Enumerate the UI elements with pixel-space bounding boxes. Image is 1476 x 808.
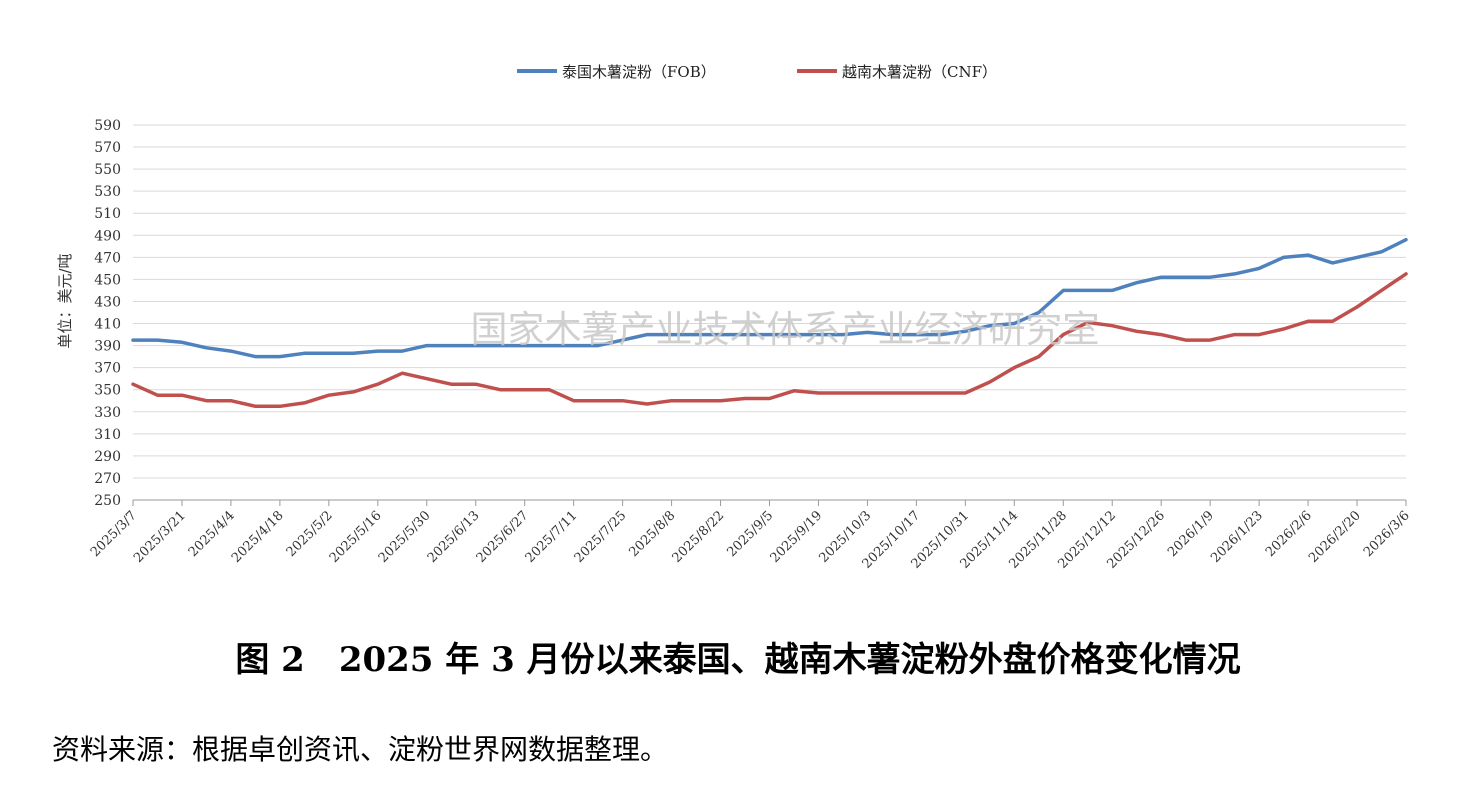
price-line-chart: 泰国木薯淀粉（FOB） 越南木薯淀粉（CNF） 250 270 290 310 330 35… bbox=[56, 63, 1413, 572]
x-tick-label: 2025/7/11 bbox=[523, 508, 581, 566]
y-axis: 250 270 290 310 330 350 370 390 410 430 450 470 490 5… bbox=[94, 118, 121, 509]
y-tick-label: 390 bbox=[94, 339, 121, 355]
y-tick-label: 550 bbox=[94, 162, 121, 178]
x-tick-label: 2025/5/2 bbox=[284, 508, 336, 560]
series-lines bbox=[131, 237, 1408, 409]
x-tick-label: 2025/9/5 bbox=[724, 508, 776, 560]
y-tick-label: 370 bbox=[94, 361, 121, 377]
y-tick-label: 450 bbox=[94, 272, 121, 288]
y-tick-label: 290 bbox=[94, 449, 121, 465]
y-tick-label: 310 bbox=[94, 427, 121, 443]
x-tick-label: 2025/8/22 bbox=[670, 508, 728, 566]
legend-label-1: 越南木薯淀粉（CNF） bbox=[842, 63, 997, 81]
x-tick-label: 2025/9/19 bbox=[768, 508, 826, 566]
x-tick-label: 2025/5/16 bbox=[327, 508, 385, 566]
y-tick-label: 510 bbox=[94, 206, 121, 222]
chart-gridlines bbox=[133, 124, 1406, 501]
y-tick-label: 530 bbox=[94, 184, 121, 200]
y-tick-label: 410 bbox=[94, 317, 121, 333]
data-source-note: 资料来源：根据卓创资讯、淀粉世界网数据整理。 bbox=[52, 733, 669, 766]
y-tick-label: 490 bbox=[94, 228, 121, 244]
x-tick-label: 2025/4/18 bbox=[229, 508, 287, 566]
y-tick-label: 470 bbox=[94, 250, 121, 266]
x-tick-label: 2025/3/21 bbox=[131, 508, 189, 566]
y-tick-label: 430 bbox=[94, 294, 121, 310]
series-line-1 bbox=[131, 272, 1408, 409]
figure-caption: 图 2 2025 年 3 月份以来泰国、越南木薯淀粉外盘价格变化情况 bbox=[235, 640, 1241, 680]
x-tick-label: 2026/1/9 bbox=[1165, 508, 1217, 560]
y-tick-label: 250 bbox=[94, 493, 121, 509]
x-tick-label: 2025/3/7 bbox=[88, 508, 140, 560]
x-tick-label: 2026/3/6 bbox=[1361, 508, 1413, 560]
watermark-text: 国家木薯产业技术体系产业经济研究室 bbox=[471, 308, 1100, 351]
y-tick-label: 350 bbox=[94, 383, 121, 399]
y-tick-label: 330 bbox=[94, 405, 121, 421]
x-tick-label: 2025/6/13 bbox=[425, 508, 483, 566]
y-tick-label: 590 bbox=[94, 118, 121, 134]
series-line-0 bbox=[131, 237, 1408, 359]
x-tick-label: 2026/1/23 bbox=[1208, 508, 1266, 566]
chart-legend: 泰国木薯淀粉（FOB） 越南木薯淀粉（CNF） bbox=[517, 63, 997, 81]
x-tick-label: 2025/5/30 bbox=[376, 508, 434, 566]
x-tick-label: 2026/2/6 bbox=[1263, 508, 1315, 560]
y-tick-label: 570 bbox=[94, 140, 121, 156]
x-tick-label: 2025/7/25 bbox=[572, 508, 630, 566]
y-tick-label: 270 bbox=[94, 471, 121, 487]
x-tick-label: 2026/2/20 bbox=[1306, 508, 1364, 566]
x-tick-label: 2025/4/4 bbox=[186, 508, 238, 560]
x-axis: 2025/3/72025/3/212025/4/42025/4/182025/5… bbox=[88, 500, 1413, 572]
y-axis-label: 单位：美元/吨 bbox=[56, 253, 74, 348]
legend-label-0: 泰国木薯淀粉（FOB） bbox=[562, 63, 716, 81]
x-tick-label: 2025/6/27 bbox=[474, 508, 532, 566]
x-tick-label: 2025/8/8 bbox=[627, 508, 679, 560]
